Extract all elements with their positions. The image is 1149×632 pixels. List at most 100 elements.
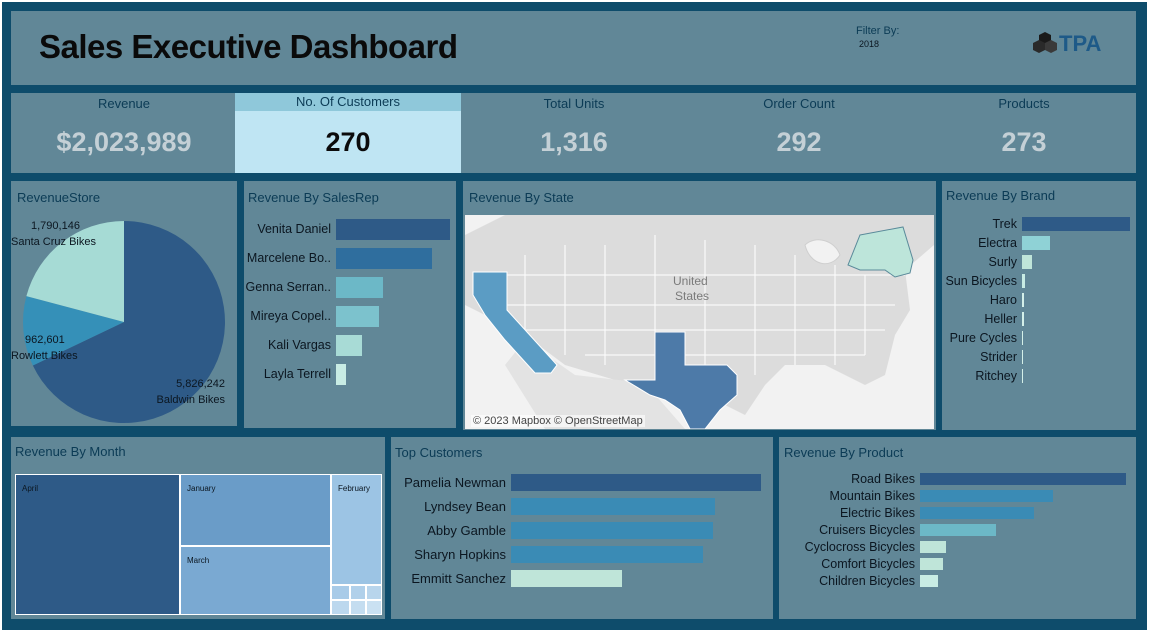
panel-title: Revenue By Product — [784, 445, 904, 460]
pie-value-label: 5,826,242 — [176, 378, 225, 390]
bar[interactable] — [1022, 293, 1024, 307]
map-country-label-2: States — [675, 289, 709, 303]
logo: TPA — [1031, 29, 1126, 59]
bar[interactable] — [920, 524, 996, 536]
treemap-cell-march[interactable]: March — [181, 547, 330, 614]
treemap-cell-small[interactable] — [351, 601, 365, 614]
treemap-cell-april[interactable]: April — [16, 475, 179, 614]
kpi-customers[interactable]: No. Of Customers 270 — [235, 93, 461, 173]
kpi-label: Total Units — [543, 96, 605, 111]
kpi-label: Revenue — [97, 96, 151, 111]
bar-label: Electric Bikes — [839, 505, 915, 520]
bar-label: Pure Cycles — [949, 330, 1017, 345]
panel-title: Top Customers — [395, 445, 483, 460]
bar[interactable] — [1022, 312, 1024, 326]
bar[interactable] — [920, 490, 1053, 502]
pie-category-label: Santa Cruz Bikes — [11, 236, 96, 248]
bar-label: Layla Terrell — [263, 367, 331, 381]
bar[interactable] — [511, 570, 622, 587]
bar[interactable] — [336, 364, 347, 385]
page-title: Sales Executive Dashboard — [39, 28, 458, 65]
treemap-cell-small[interactable] — [367, 601, 381, 614]
kpi-total-units: Total Units 1,316 — [461, 93, 687, 173]
state-new-york[interactable] — [847, 226, 914, 278]
product-panel: Revenue By Product Road Bikes Mountain Bi… — [779, 437, 1136, 619]
treemap-cell-january[interactable]: January — [181, 475, 330, 545]
bar-label: Sun Bicycles — [945, 273, 1017, 288]
map-attribution[interactable]: © 2023 Mapbox © OpenStreetMap — [471, 415, 645, 427]
revenue-store-panel: RevenueStore 5,826,242 Baldwin Bikes 1,790… — [11, 181, 237, 426]
bar[interactable] — [1022, 217, 1130, 231]
bar-label: Heller — [984, 311, 1017, 326]
bar[interactable] — [336, 335, 362, 356]
bar[interactable] — [1022, 331, 1024, 345]
kpi-label: Products — [998, 96, 1050, 111]
bar[interactable] — [920, 558, 943, 570]
filter-year-value[interactable]: 2018 — [859, 39, 880, 49]
filter-label: Filter By: — [856, 25, 900, 37]
bar[interactable] — [336, 248, 433, 269]
kpi-label: Order Count — [763, 96, 835, 111]
bar-label: Haro — [989, 292, 1017, 307]
pie-category-label: Baldwin Bikes — [157, 394, 226, 406]
kpi-value: 292 — [776, 127, 822, 157]
bar[interactable] — [1022, 350, 1023, 364]
bar-label: Cruisers Bicycles — [819, 522, 915, 537]
bar-label: Pamelia Newman — [404, 475, 506, 490]
treemap-cell-small[interactable] — [351, 586, 365, 599]
salesrep-panel: Revenue By SalesRep Venita Daniel Marcele… — [244, 181, 456, 428]
treemap-label: March — [187, 556, 210, 565]
bar-label: Emmitt Sanchez — [411, 571, 506, 586]
bar[interactable] — [1022, 369, 1023, 383]
bar[interactable] — [336, 219, 450, 240]
panel-title: RevenueStore — [17, 190, 101, 205]
bar[interactable] — [920, 507, 1034, 519]
treemap-label: February — [338, 484, 371, 493]
kpi-strip — [11, 93, 1136, 173]
treemap-cell-small[interactable] — [332, 586, 349, 599]
kpi-value: 270 — [325, 127, 371, 157]
us-map[interactable]: United States — [465, 215, 934, 429]
bar[interactable] — [511, 498, 715, 515]
bar[interactable] — [1022, 236, 1051, 250]
bar[interactable] — [920, 575, 939, 587]
map-area[interactable]: United States © 2023 Mapbox © OpenStreet… — [465, 215, 934, 429]
state-california[interactable] — [472, 271, 558, 374]
bar-label: Abby Gamble — [427, 523, 506, 538]
treemap-cell-small[interactable] — [332, 601, 349, 614]
treemap-cell-small[interactable] — [367, 586, 381, 599]
treemap-label: April — [22, 484, 39, 493]
bar[interactable] — [336, 306, 380, 327]
pie-slice-santa-cruz-bikes[interactable] — [26, 221, 124, 322]
bar[interactable] — [511, 474, 761, 491]
bar[interactable] — [511, 546, 704, 563]
bar[interactable] — [1022, 274, 1026, 288]
panel-title: Revenue By SalesRep — [248, 190, 379, 205]
bar[interactable] — [920, 541, 947, 553]
bar[interactable] — [511, 522, 713, 539]
pie-category-label: Rowlett Bikes — [11, 350, 78, 362]
bar-label: Kali Vargas — [268, 338, 331, 352]
bar-label: Road Bikes — [851, 471, 915, 486]
pie-slice-rowlett-bikes[interactable] — [22, 296, 124, 366]
kpi-order-count: Order Count 292 — [686, 93, 912, 173]
panel-title: Revenue By State — [469, 190, 574, 205]
state-texas[interactable] — [623, 331, 738, 429]
pie-value-label: 962,601 — [25, 334, 65, 346]
pie-slice-baldwin-bikes[interactable] — [32, 221, 226, 423]
pie-chart[interactable]: 5,826,242 Baldwin Bikes 1,790,146 Santa Cru… — [11, 181, 237, 426]
bar-label: Trek — [992, 216, 1017, 231]
bar[interactable] — [336, 277, 384, 298]
bar[interactable] — [920, 473, 1126, 485]
bar-label: Comfort Bicycles — [821, 556, 915, 571]
map-country-label-1: United — [673, 274, 708, 288]
bar[interactable] — [1022, 255, 1032, 269]
state-panel: Revenue By State Unite — [463, 181, 936, 430]
treemap-label: January — [187, 484, 216, 493]
kpi-value: 273 — [1001, 127, 1047, 157]
bar-label: Ritchey — [975, 368, 1017, 383]
brand-panel: Revenue By Brand Trek Electra Surly Sun Bic… — [942, 181, 1136, 430]
treemap-cell-february[interactable]: February — [332, 475, 381, 584]
great-lakes — [804, 239, 841, 265]
treemap[interactable]: April January March February — [15, 474, 382, 615]
